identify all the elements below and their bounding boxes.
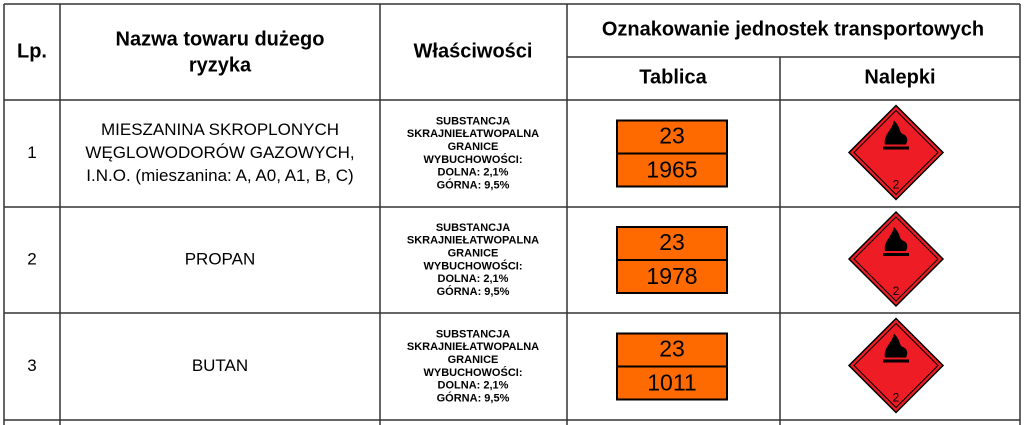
hazard-class: 2 — [893, 178, 900, 192]
header-name: ryzyka — [189, 54, 252, 76]
row-name: I.N.O. (mieszanina: A, A0, A1, B, C) — [86, 166, 353, 185]
row-property: SUBSTANCJA — [436, 115, 510, 127]
flame-base — [883, 253, 909, 256]
row-property: DOLNA: 2,1% — [438, 167, 509, 179]
plate-top: 23 — [659, 229, 685, 255]
plate-bottom: 1965 — [646, 157, 697, 183]
row-property: GÓRNA: 9,5% — [437, 391, 510, 404]
row-property: SUBSTANCJA — [436, 222, 510, 234]
header-properties: Właściwości — [414, 40, 533, 62]
row-property: DOLNA: 2,1% — [438, 273, 509, 285]
hazard-label — [847, 104, 945, 201]
hazard-class: 2 — [893, 284, 900, 298]
row-property: GÓRNA: 9,5% — [437, 285, 510, 298]
header-lp: Lp. — [17, 40, 47, 62]
row-name: PROPAN — [185, 249, 256, 268]
row-property: GRANICE — [448, 248, 499, 260]
row-name: WĘGLOWODORÓW GAZOWYCH, — [85, 143, 354, 162]
plate-bottom: 1011 — [647, 370, 696, 396]
row-property: GRANICE — [448, 354, 499, 366]
header-marking: Oznakowanie jednostek transportowych — [602, 18, 984, 40]
row-property: WYBUCHOWOŚCI: — [424, 366, 523, 379]
hazard-inner — [853, 216, 939, 302]
hazard-class: 2 — [893, 391, 900, 405]
flame-base — [883, 146, 909, 150]
row-property: WYBUCHOWOŚCI: — [424, 153, 523, 166]
flame-icon — [884, 227, 908, 251]
header-name: Nazwa towaru dużego — [116, 28, 325, 50]
row-property: GRANICE — [448, 141, 499, 153]
row-property: SKRAJNIEŁATWOPALNA — [407, 128, 539, 140]
header-labels: Nalepki — [864, 66, 935, 88]
hazard-inner — [853, 322, 939, 409]
flame-icon — [884, 120, 908, 145]
grid — [3, 3, 1021, 425]
row-property: SKRAJNIEŁATWOPALNA — [407, 235, 539, 247]
hazard-label — [847, 317, 945, 414]
plate-top: 23 — [659, 336, 685, 362]
row-property: DOLNA: 2,1% — [438, 380, 509, 392]
header-plate: Tablica — [639, 66, 707, 88]
row-property: SUBSTANCJA — [436, 328, 510, 340]
flame-icon — [884, 333, 908, 358]
hazard-label — [847, 210, 945, 308]
row-name: MIESZANINA SKROPLONYCH — [101, 120, 339, 139]
row-name: BUTAN — [192, 356, 248, 375]
plate-bottom: 1978 — [646, 263, 697, 289]
row-lp: 1 — [27, 143, 36, 162]
row-property: GÓRNA: 9,5% — [437, 178, 510, 191]
row-property: SKRAJNIEŁATWOPALNA — [407, 341, 539, 353]
hazard-inner — [853, 109, 939, 196]
plate-top: 23 — [659, 123, 685, 149]
row-lp: 3 — [27, 356, 36, 375]
flame-base — [883, 359, 909, 363]
row-property: WYBUCHOWOŚCI: — [424, 259, 523, 272]
row-lp: 2 — [27, 249, 36, 268]
